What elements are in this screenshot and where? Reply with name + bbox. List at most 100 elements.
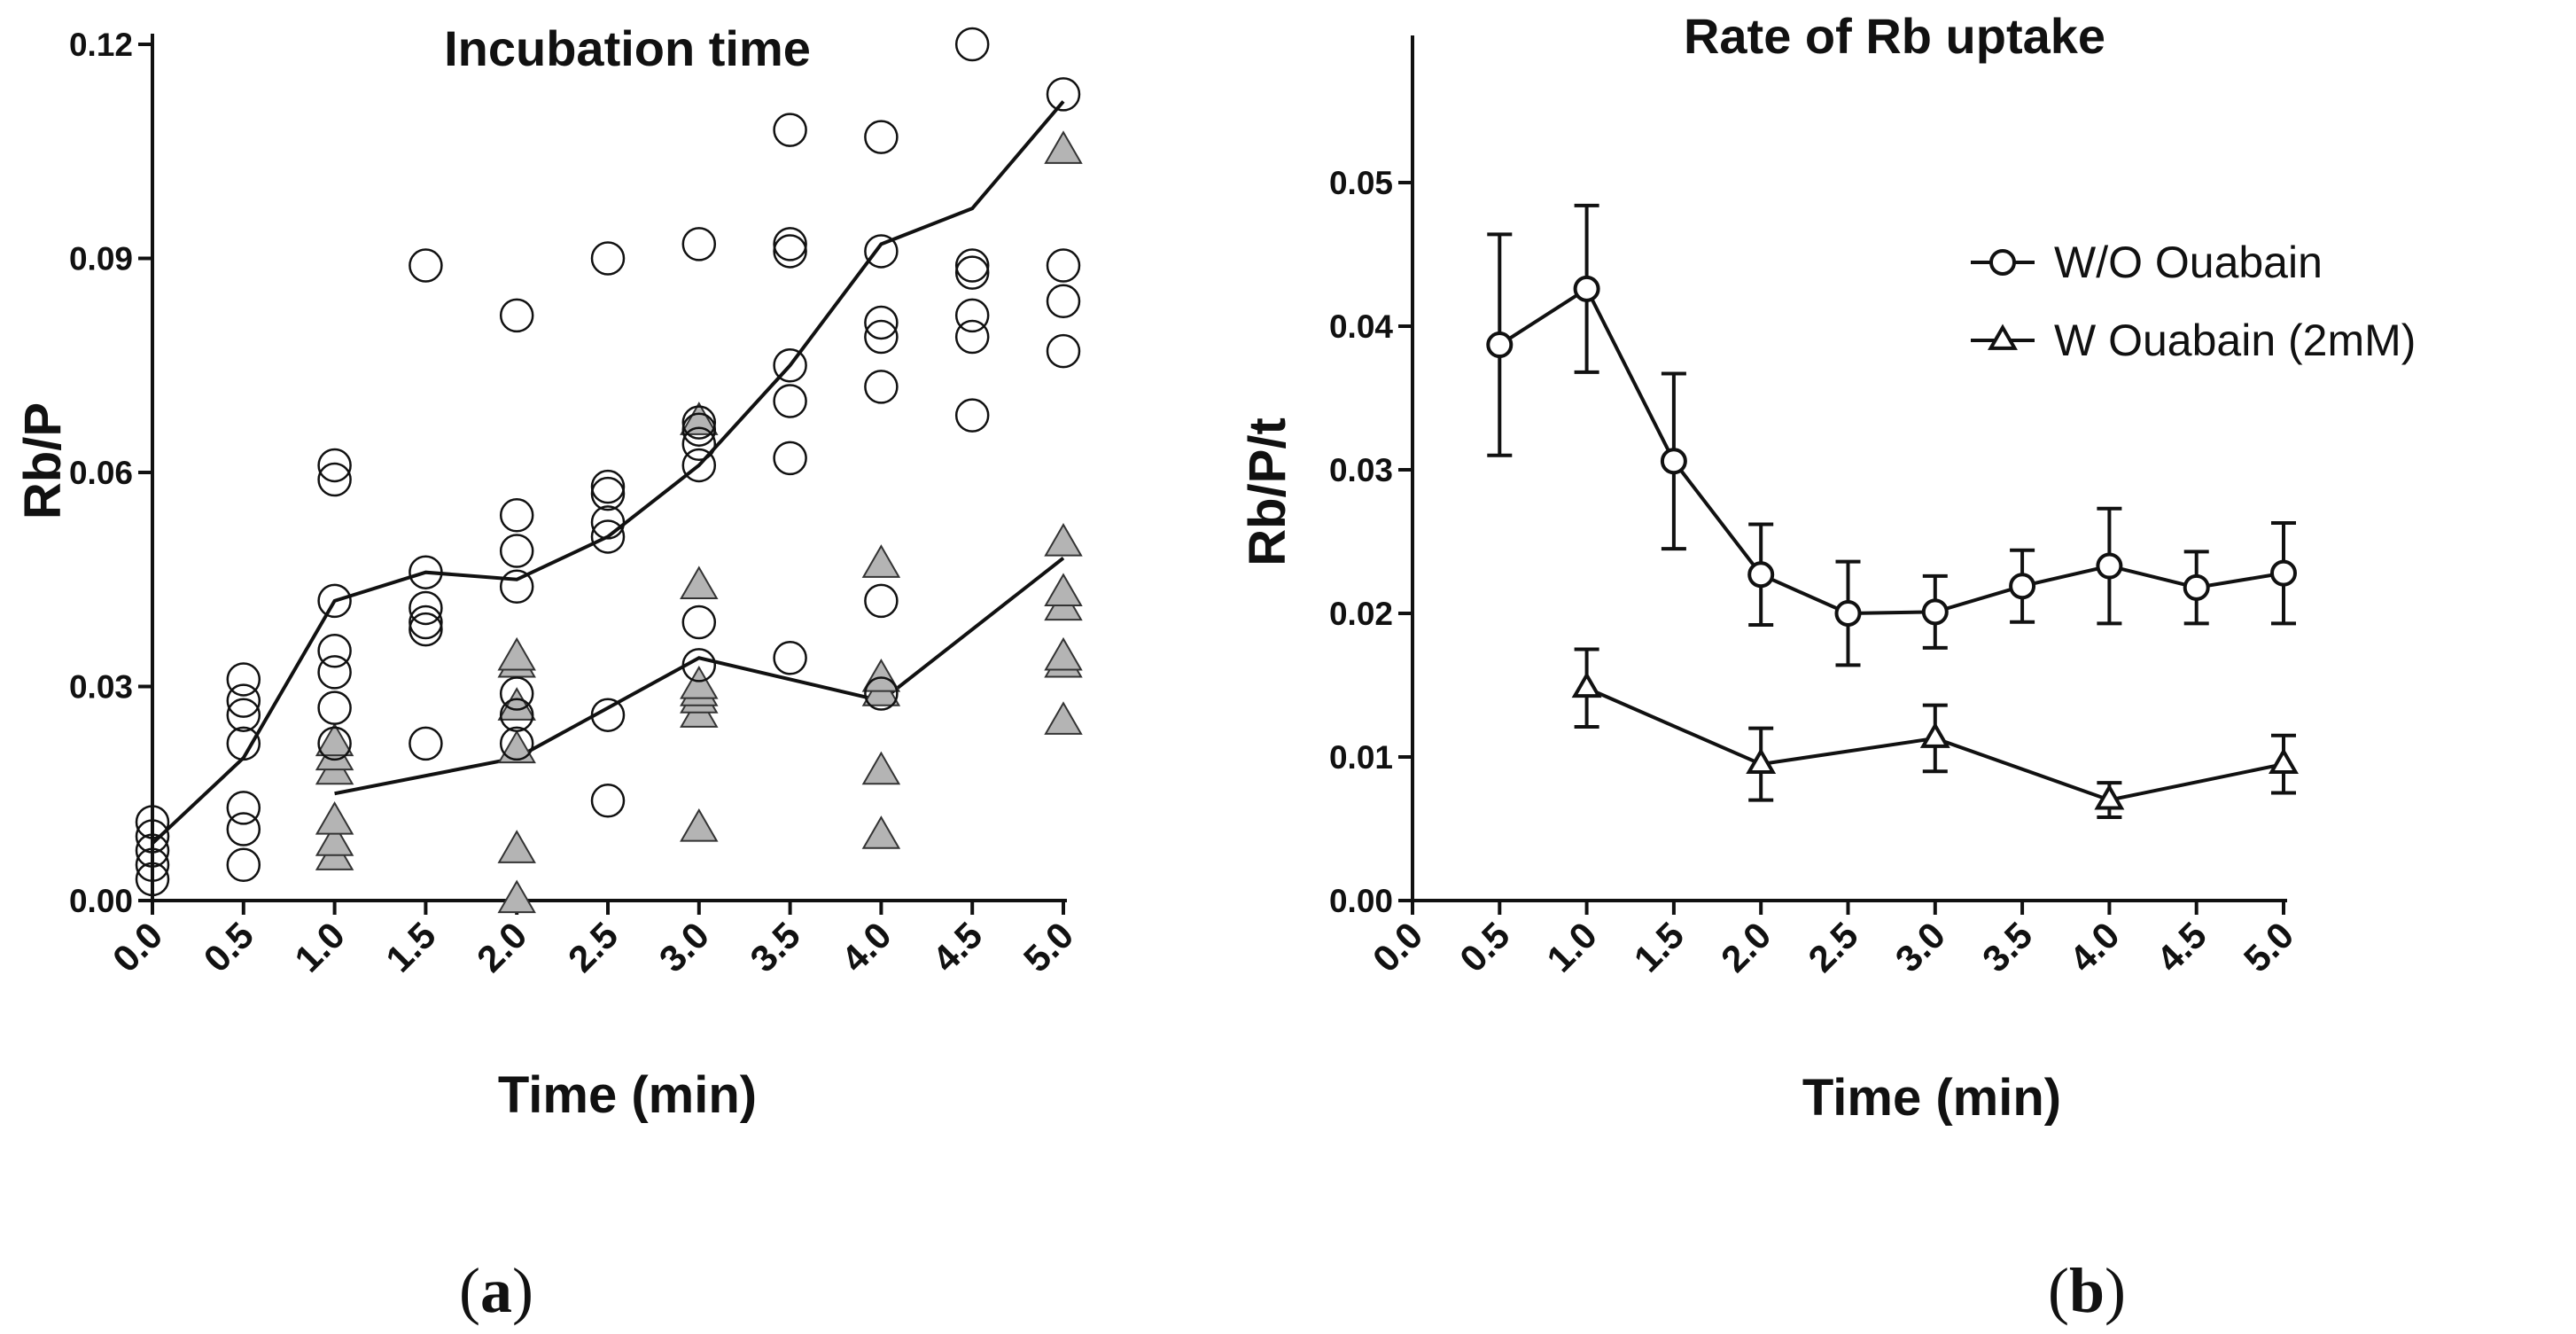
chart-a-x-tick-label: 0.0 [105, 914, 171, 980]
chart-a-point-without-ouabain [1046, 333, 1081, 369]
chart-a-point-without-ouabain [590, 519, 626, 554]
chart-a-point-with-ouabain [680, 666, 719, 699]
chart-b-point-with-ouabain [2094, 784, 2125, 810]
chart-b-line-without-ouabain [1498, 285, 2284, 616]
chart-a-point-without-ouabain [226, 698, 261, 732]
chart-a-x-tick-label: 4.0 [833, 914, 899, 980]
chart-a-point-without-ouabain [590, 476, 626, 511]
chart-a-point-with-ouabain [861, 658, 901, 692]
chart-b-point-without-ouabain [1486, 332, 1514, 359]
chart-a-point-without-ouabain [317, 726, 352, 761]
chart-a-y-label: Rb/P [14, 402, 72, 519]
chart-b-y-tick-label: 0.02 [1329, 596, 1393, 632]
chart-a-point-without-ouabain [499, 698, 534, 732]
chart-a-point-without-ouabain [954, 298, 990, 333]
chart-a-point-without-ouabain [864, 120, 899, 154]
chart-a-point-without-ouabain [317, 634, 352, 668]
chart-a-point-with-ouabain [861, 815, 901, 849]
chart-b-x-tick-label: 2.0 [1713, 914, 1779, 980]
legend-label-without-ouabain: W/O Ouabain [2054, 238, 2323, 287]
chart-b-marks [1486, 275, 2299, 810]
chart-b-point-without-ouabain [1747, 561, 1775, 589]
chart-a-point-without-ouabain [135, 805, 170, 839]
chart-b-point-with-ouabain [1919, 722, 1950, 748]
chart-a-point-without-ouabain [864, 370, 899, 404]
chart-a-point-without-ouabain [773, 641, 807, 675]
chart-panel-b: Rate of Rb uptake Time (min) Rb/P/t 0.00… [1239, 8, 2416, 1326]
chart-b-x-label: Time (min) [1802, 1069, 2061, 1127]
chart-a-point-with-ouabain [315, 800, 354, 835]
chart-a-line-with-ouabain [334, 557, 1065, 796]
chart-b-lines [1487, 203, 2296, 820]
chart-b-y-tick-label: 0.01 [1329, 739, 1393, 776]
chart-a-point-without-ouabain [773, 441, 807, 476]
chart-a-point-without-ouabain [864, 583, 899, 619]
chart-b-title: Rate of Rb uptake [1684, 8, 2105, 64]
chart-a-point-without-ouabain [590, 241, 626, 276]
chart-a-point-with-ouabain [1044, 130, 1083, 164]
chart-b-point-without-ouabain [2096, 552, 2123, 580]
chart-a-point-without-ouabain [773, 384, 807, 418]
chart-a-point-without-ouabain [499, 569, 534, 605]
chart-a-y-tick-label: 0.00 [69, 883, 133, 919]
chart-a-x-tick-label: 2.5 [560, 914, 626, 980]
legend-marker-without-ouabain [1989, 249, 2016, 276]
chart-a-point-without-ouabain [681, 426, 717, 462]
chart-panel-a: Incubation time Time (min) Rb/P 0.000.03… [14, 20, 1083, 1326]
chart-a-point-without-ouabain [499, 498, 534, 533]
chart-a-point-with-ouabain [680, 566, 719, 599]
chart-a-x-tick-label: 4.5 [924, 914, 991, 980]
chart-a-point-with-ouabain [497, 879, 536, 914]
chart-a-point-without-ouabain [864, 305, 899, 340]
chart-b-x-tick-label: 4.0 [2061, 914, 2128, 980]
chart-a-point-without-ouabain [954, 255, 990, 290]
chart-b-y-label: Rb/P/t [1239, 417, 1296, 566]
chart-a-point-without-ouabain [954, 398, 990, 433]
chart-a-x-tick-label: 2.0 [469, 914, 535, 980]
chart-b-point-without-ouabain [2183, 573, 2210, 601]
panel-a-label: (a) [459, 1255, 533, 1326]
chart-a-y-tick-label: 0.06 [69, 455, 133, 491]
chart-a-point-with-ouabain [861, 544, 901, 578]
chart-a-axes: 0.00 0.03 0.06 0.09 0.12 0.0 0.5 1.0 1.5 2.0 2.5 3.… [69, 27, 1081, 980]
chart-a-point-without-ouabain [1046, 248, 1081, 283]
chart-b-point-with-ouabain [1571, 671, 1602, 698]
chart-a-point-without-ouabain [1046, 284, 1081, 319]
chart-a-point-without-ouabain [135, 833, 170, 868]
chart-a-y-tick-label: 0.12 [69, 27, 133, 63]
chart-a-point-with-ouabain [497, 687, 536, 721]
chart-a-point-without-ouabain [681, 412, 717, 447]
chart-b-x-tick-label: 3.0 [1887, 914, 1954, 980]
chart-b-axes: 0.00 0.01 0.02 0.03 0.04 0.05 0.0 0.5 1.0 1.5 2.0 2… [1329, 35, 2301, 980]
chart-a-point-without-ouabain [135, 862, 170, 897]
chart-a-line-without-ouabain [151, 100, 1065, 846]
chart-a-point-without-ouabain [681, 227, 717, 261]
chart-a-x-tick-label: 1.0 [286, 914, 353, 980]
chart-a-point-without-ouabain [317, 462, 352, 497]
chart-a-point-without-ouabain [590, 698, 626, 732]
chart-a-lines [151, 100, 1065, 846]
chart-a-x-tick-label: 3.0 [651, 914, 718, 980]
chart-a-point-without-ouabain [226, 847, 261, 882]
chart-b-x-tick-label: 2.5 [1800, 914, 1866, 980]
chart-a-point-without-ouabain [499, 726, 534, 761]
chart-a-x-tick-label: 5.0 [1016, 914, 1082, 980]
chart-a-point-without-ouabain [1046, 77, 1081, 112]
chart-b-x-tick-label: 3.5 [1974, 914, 2041, 980]
chart-a-point-with-ouabain [1044, 701, 1083, 735]
chart-a-point-without-ouabain [317, 690, 352, 725]
chart-a-point-with-ouabain [315, 722, 354, 757]
chart-a-point-with-ouabain [680, 402, 719, 435]
chart-b-y-tick-label: 0.05 [1329, 165, 1393, 201]
chart-b-x-tick-label: 0.5 [1451, 914, 1518, 980]
chart-a-point-without-ouabain [681, 405, 717, 440]
legend-marker-with-ouabain [1988, 324, 2018, 350]
chart-a-point-without-ouabain [954, 248, 990, 283]
chart-a-point-without-ouabain [773, 348, 807, 383]
chart-a-marks [135, 27, 1083, 914]
chart-a-point-without-ouabain [681, 448, 717, 483]
chart-a-point-without-ouabain [135, 819, 170, 854]
chart-b-point-without-ouabain [1921, 598, 1949, 626]
chart-a-point-with-ouabain [1044, 523, 1083, 557]
